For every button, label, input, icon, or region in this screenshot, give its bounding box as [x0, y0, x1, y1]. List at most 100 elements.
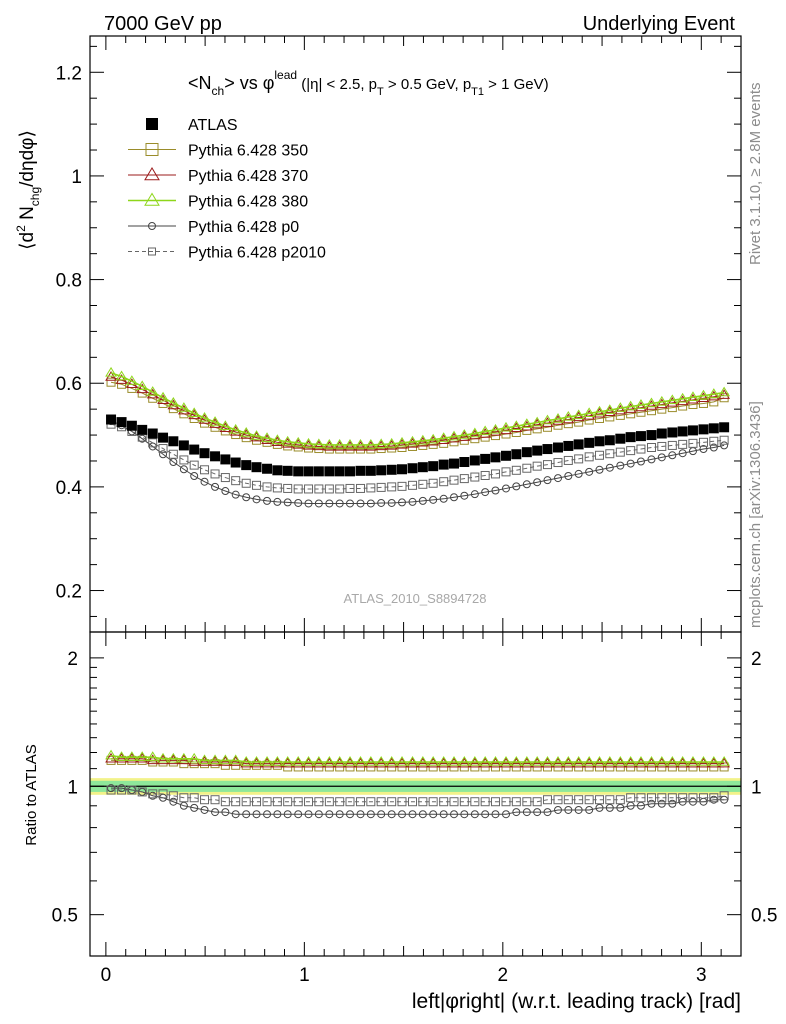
- data-point-p2010: [241, 797, 251, 807]
- data-point-p380: [229, 754, 242, 765]
- data-point-p0: [325, 499, 334, 508]
- data-point-p380: [458, 429, 471, 439]
- data-point-p0: [616, 461, 625, 470]
- data-point-atlas: [490, 452, 501, 463]
- data-point-p380: [364, 756, 377, 766]
- data-point-p370: [344, 441, 356, 451]
- data-point-atlas: [126, 420, 137, 431]
- data-point-p380: [583, 756, 596, 766]
- data-point-p0: [179, 801, 188, 810]
- data-point-p2010: [117, 785, 127, 795]
- y-tick-label: 0.8: [56, 271, 82, 292]
- data-point-p0: [221, 808, 230, 817]
- main-series: [105, 366, 731, 508]
- data-point-atlas: [334, 466, 345, 477]
- data-point-p2010: [272, 483, 282, 493]
- data-point-p370: [385, 439, 398, 450]
- legend-item-p350: Pythia 6.428 350: [128, 143, 308, 160]
- data-point-atlas: [293, 466, 304, 477]
- ratio-frame: [89, 631, 742, 957]
- data-point-p380: [261, 756, 273, 766]
- data-point-p0: [626, 801, 635, 810]
- data-point-p380: [302, 437, 315, 448]
- legend-marker: [148, 222, 156, 230]
- y-tick-label: 1: [71, 167, 82, 188]
- data-point-atlas: [106, 414, 117, 425]
- data-point-p370: [541, 417, 554, 427]
- series-p2010: [106, 419, 729, 494]
- data-point-p2010: [574, 795, 584, 805]
- data-point-p2010: [387, 797, 397, 807]
- plot-title: <Nch> vs φlead (|η| < 2.5, pT > 0.5 GeV,…: [188, 68, 549, 98]
- data-point-p370: [687, 393, 699, 404]
- data-point-atlas: [407, 463, 418, 474]
- header-left: 7000 GeV pp: [104, 13, 222, 35]
- data-point-p0: [574, 469, 583, 478]
- data-point-p350: [719, 393, 729, 403]
- data-point-atlas: [584, 437, 595, 448]
- data-point-p380: [552, 413, 564, 423]
- data-point-p370: [707, 390, 720, 401]
- data-point-p2010: [542, 460, 552, 470]
- data-point-p0: [491, 810, 500, 819]
- data-point-p0: [439, 810, 448, 819]
- main-y-ticks: 0.2 0.4 0.6 0.8 1 1.2: [56, 45, 741, 617]
- ratio-panel: 0.5 0.5 1 1 2 2 0 1 2 3: [52, 631, 777, 986]
- data-point-p380: [209, 416, 221, 426]
- data-point-p2010: [148, 789, 158, 799]
- data-point-p0: [554, 474, 563, 483]
- data-point-p380: [396, 436, 408, 447]
- data-point-p0: [491, 486, 500, 495]
- data-point-p0: [263, 810, 272, 819]
- data-point-p2010: [636, 444, 646, 454]
- data-point-p0: [211, 482, 220, 491]
- data-point-p380: [406, 435, 419, 446]
- data-point-p2010: [428, 797, 438, 807]
- data-point-p380: [364, 438, 377, 449]
- y-tick-label: 1.2: [56, 63, 82, 84]
- data-point-p0: [450, 810, 459, 819]
- legend-label: Pythia 6.428 p2010: [188, 245, 326, 262]
- data-point-p0: [460, 491, 469, 500]
- data-point-p0: [429, 495, 438, 504]
- x-tick-label: 2: [498, 965, 509, 986]
- data-point-p370: [188, 756, 201, 766]
- data-point-p2010: [584, 795, 594, 805]
- data-point-p370: [624, 403, 637, 413]
- data-point-p2010: [646, 793, 656, 803]
- data-point-p2010: [646, 442, 656, 452]
- data-point-p2010: [137, 787, 147, 797]
- data-point-atlas: [137, 424, 148, 435]
- data-point-p380: [572, 756, 585, 766]
- data-point-p380: [448, 756, 460, 766]
- data-point-p380: [635, 756, 647, 766]
- series-p380: [105, 366, 731, 449]
- data-point-p370: [500, 424, 512, 435]
- data-point-p2010: [480, 797, 490, 807]
- data-point-p380: [188, 407, 201, 417]
- data-point-p2010: [615, 795, 625, 805]
- data-point-p2010: [158, 444, 168, 454]
- data-point-p380: [271, 434, 284, 444]
- data-point-p380: [603, 756, 616, 766]
- data-point-p370: [146, 754, 159, 765]
- data-point-p2010: [324, 484, 334, 494]
- data-point-p0: [304, 499, 313, 508]
- data-point-p0: [522, 480, 531, 489]
- data-point-p0: [543, 476, 552, 485]
- data-point-p2010: [511, 797, 521, 807]
- data-point-p2010: [605, 795, 615, 805]
- data-point-atlas: [417, 462, 428, 473]
- data-point-p0: [221, 487, 230, 496]
- data-point-atlas: [625, 432, 636, 443]
- data-point-p0: [190, 803, 199, 812]
- data-point-atlas: [469, 455, 480, 466]
- data-point-p0: [211, 808, 220, 817]
- data-point-atlas: [573, 439, 584, 450]
- data-point-p370: [292, 438, 305, 449]
- data-point-p370: [416, 436, 429, 447]
- data-point-p370: [614, 404, 627, 415]
- data-point-p380: [624, 400, 637, 411]
- main-panel: 0.2 0.4 0.6 0.8 1 1.2 <Nch> vs φlead (|η| < 2…: [56, 35, 742, 633]
